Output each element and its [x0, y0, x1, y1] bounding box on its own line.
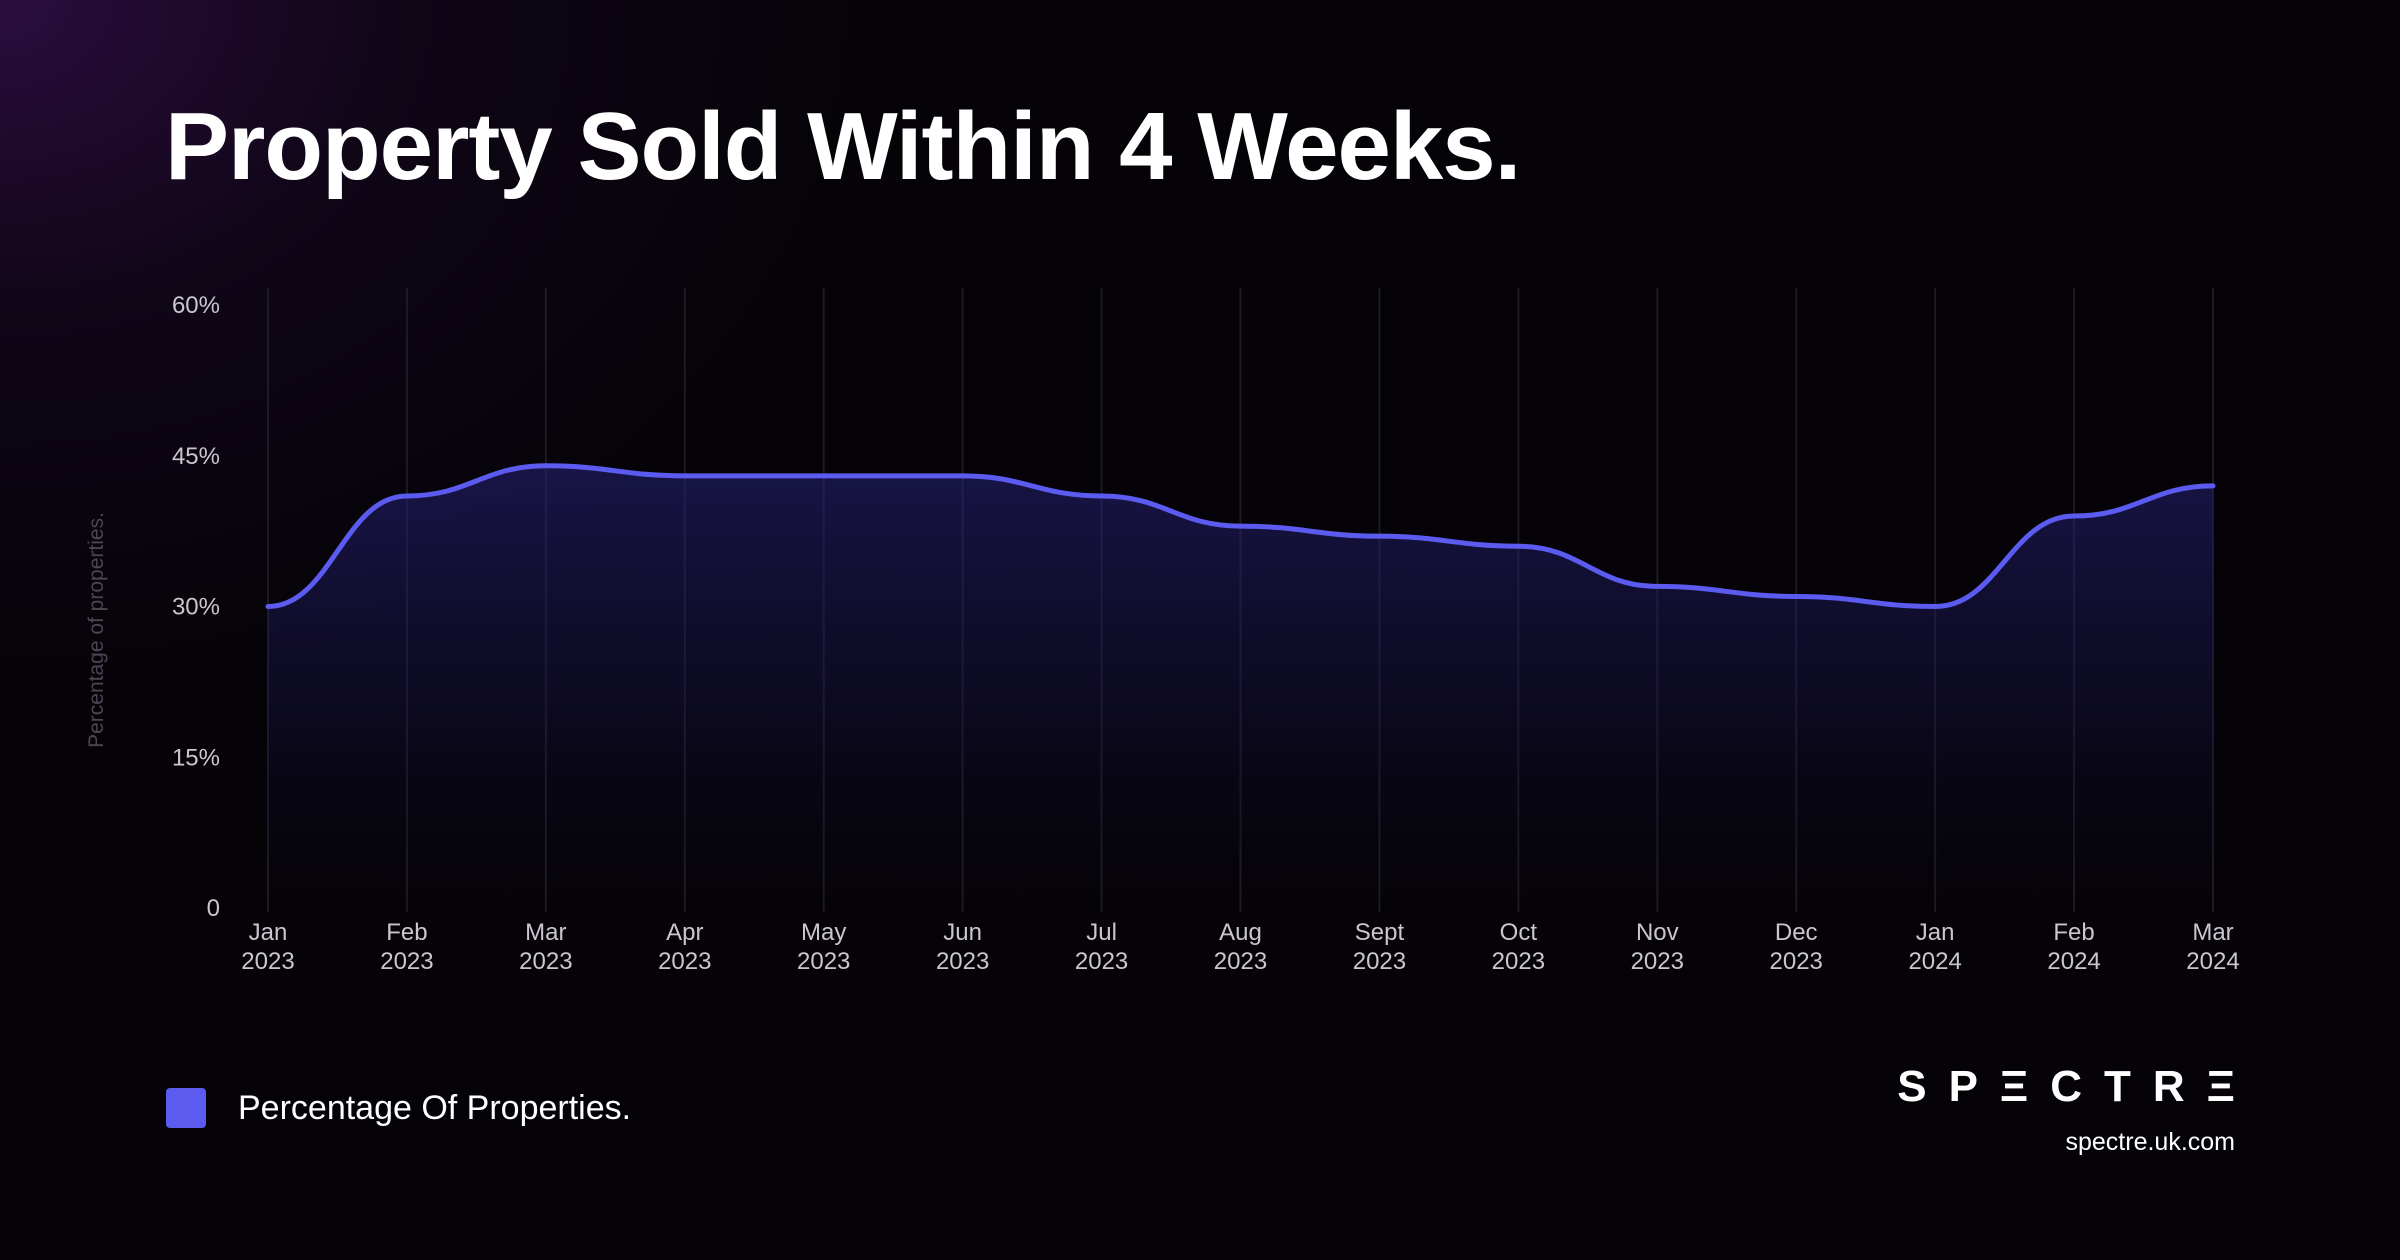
series-area: [268, 465, 2213, 908]
x-tick-label: Mar 2024: [2186, 919, 2239, 975]
x-tick-label: Apr 2023: [658, 919, 711, 975]
x-tick-label: Feb 2024: [2047, 919, 2100, 975]
x-tick-label: Feb 2023: [380, 919, 433, 975]
x-tick-label: Jan 2023: [241, 919, 294, 975]
y-tick-label: 60%: [172, 292, 220, 319]
x-tick-month: Feb: [2053, 919, 2094, 946]
brand-url: spectre.uk.com: [2065, 1128, 2235, 1156]
x-tick-month: Mar: [2192, 919, 2233, 946]
x-tick-year: 2023: [1353, 948, 1406, 975]
x-tick-month: May: [801, 919, 846, 946]
x-tick-year: 2023: [1770, 948, 1823, 975]
x-tick-month: Jan: [1916, 919, 1955, 946]
x-tick-month: Oct: [1500, 919, 1538, 946]
x-tick-year: 2023: [658, 948, 711, 975]
brand-logo: SPΞCTRΞ: [1897, 1062, 2257, 1111]
y-axis-label: Percentage of properties.: [85, 512, 108, 748]
series-line: [265, 463, 2216, 609]
x-tick-label: Nov 2023: [1631, 919, 1684, 975]
x-tick-year: 2024: [2186, 948, 2239, 975]
x-tick-month: Apr: [666, 919, 703, 946]
x-tick-year: 2023: [936, 948, 989, 975]
x-tick-label: Jun 2023: [936, 919, 989, 975]
x-tick-year: 2023: [1631, 948, 1684, 975]
x-tick-label: Mar 2023: [519, 919, 572, 975]
x-tick-month: Aug: [1219, 919, 1262, 946]
x-tick-year: 2024: [2047, 948, 2100, 975]
legend: Percentage Of Properties.: [166, 1088, 631, 1128]
legend-label: Percentage Of Properties.: [238, 1088, 632, 1127]
x-tick-month: Dec: [1775, 919, 1818, 946]
x-tick-year: 2023: [1214, 948, 1267, 975]
x-tick-year: 2023: [519, 948, 572, 975]
x-tick-month: Feb: [386, 919, 427, 946]
x-tick-label: Aug 2023: [1214, 919, 1267, 975]
y-tick-label: 0: [207, 895, 220, 922]
x-tick-label: Jan 2024: [1908, 919, 1961, 975]
x-tick-month: Nov: [1636, 919, 1679, 946]
x-tick-month: Mar: [525, 919, 566, 946]
x-tick-month: Jul: [1086, 919, 1117, 946]
x-tick-label: Sept 2023: [1353, 919, 1406, 975]
y-tick-label: 45%: [172, 443, 220, 470]
x-tick-year: 2023: [797, 948, 850, 975]
y-tick-label: 15%: [172, 744, 220, 771]
x-tick-month: Sept: [1355, 919, 1405, 946]
legend-swatch: [166, 1088, 206, 1128]
x-tick-year: 2023: [1075, 948, 1128, 975]
x-tick-year: 2023: [1492, 948, 1545, 975]
y-axis-ticks: 0 15% 30% 45% 60%: [172, 292, 220, 922]
chart-title: Property Sold Within 4 Weeks.: [165, 93, 1521, 200]
x-tick-label: Oct 2023: [1492, 919, 1545, 975]
x-tick-year: 2024: [1908, 948, 1961, 975]
x-tick-label: Dec 2023: [1770, 919, 1823, 975]
y-tick-label: 30%: [172, 594, 220, 621]
x-tick-month: Jun: [943, 919, 982, 946]
x-tick-label: May 2023: [797, 919, 850, 975]
x-tick-month: Jan: [249, 919, 288, 946]
x-tick-year: 2023: [380, 948, 433, 975]
brand-block: SPΞCTRΞ spectre.uk.com: [1897, 1062, 2235, 1157]
x-tick-year: 2023: [241, 948, 294, 975]
x-tick-label: Jul 2023: [1075, 919, 1128, 975]
